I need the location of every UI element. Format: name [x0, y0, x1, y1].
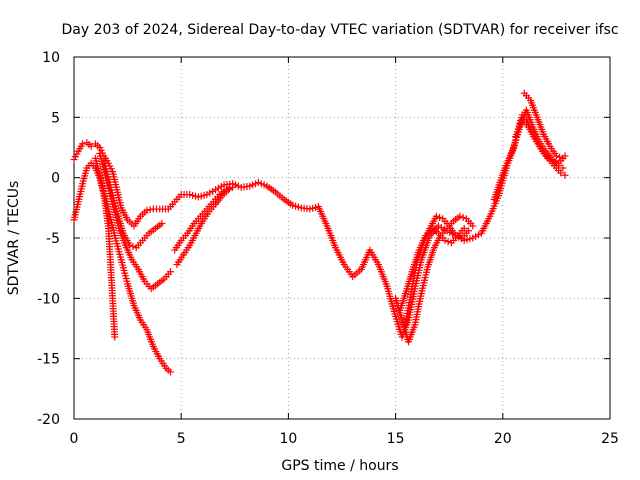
data-point: [111, 333, 119, 341]
data-point: [129, 242, 137, 250]
series-branch-k: [520, 89, 567, 162]
data-point: [464, 227, 472, 235]
data-point: [552, 152, 560, 160]
y-tick-label: -10: [37, 291, 60, 307]
series-branch-l: [490, 111, 569, 203]
data-points: [70, 89, 569, 376]
x-tick-label: 10: [279, 431, 297, 447]
data-point: [224, 186, 232, 194]
chart-title: Day 203 of 2024, Sidereal Day-to-day VTE…: [61, 22, 618, 38]
data-point: [436, 213, 444, 221]
data-point: [79, 140, 87, 148]
y-tick-label: 0: [51, 171, 60, 187]
data-point: [561, 171, 569, 179]
data-point: [126, 241, 134, 249]
data-point: [557, 169, 565, 177]
x-tick-label: 5: [177, 431, 186, 447]
series-branch-d: [100, 157, 166, 252]
data-point: [548, 157, 556, 165]
series-branch-h: [396, 224, 468, 314]
data-point: [551, 158, 559, 166]
x-tick-labels: 0 5 10 15 20 25: [70, 431, 619, 447]
x-tick-label: 25: [601, 431, 619, 447]
axis-ticks: [73, 56, 611, 420]
y-tick-label: -5: [46, 231, 60, 247]
series-branch-f: [173, 186, 232, 269]
data-point: [444, 238, 452, 246]
data-point: [455, 233, 463, 241]
grid-lines: [74, 57, 610, 419]
y-tick-label: 10: [42, 50, 60, 66]
data-point: [556, 153, 564, 161]
series-branch-a: [70, 159, 119, 341]
x-tick-label: 15: [387, 431, 405, 447]
y-tick-label: 5: [51, 110, 60, 126]
data-point: [456, 212, 464, 220]
data-point: [146, 206, 154, 214]
data-point: [460, 224, 468, 232]
series-branch-b: [91, 154, 174, 376]
data-point: [441, 236, 449, 244]
data-point: [561, 152, 569, 160]
data-point: [559, 164, 567, 172]
series-branch-i: [392, 212, 477, 346]
series-main: [70, 106, 567, 341]
data-point: [166, 368, 174, 376]
data-point: [229, 183, 237, 191]
y-tick-label: -20: [37, 412, 60, 428]
data-point: [166, 268, 174, 276]
data-point: [469, 222, 477, 230]
x-axis-label: GPS time / hours: [281, 458, 398, 474]
data-point: [459, 213, 467, 221]
x-tick-label: 0: [70, 431, 79, 447]
data-point: [225, 185, 233, 193]
x-tick-label: 20: [494, 431, 512, 447]
data-point: [87, 142, 95, 150]
y-tick-label: -15: [37, 352, 60, 368]
data-point: [158, 220, 166, 228]
y-tick-labels: -20 -15 -10 -5 0 5 10: [37, 50, 60, 428]
y-axis-label: SDTVAR / TECUs: [6, 181, 22, 296]
data-point: [432, 212, 440, 220]
data-point: [143, 206, 151, 214]
